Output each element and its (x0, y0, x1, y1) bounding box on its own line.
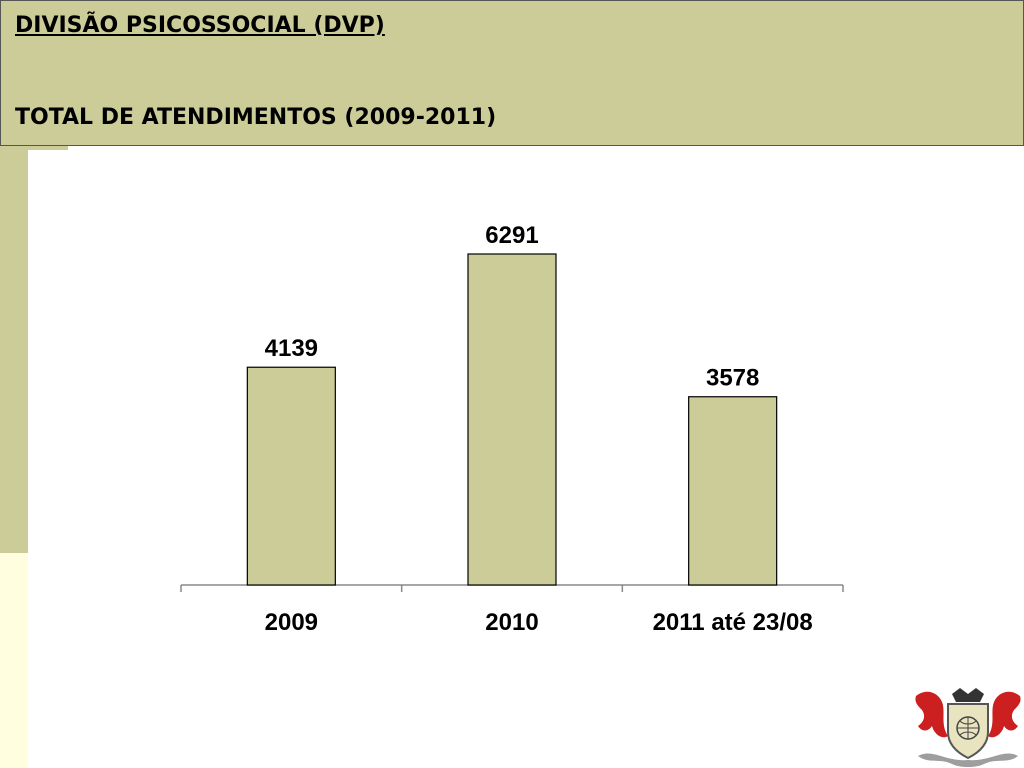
category-label-1: 2009 (265, 609, 318, 636)
left-strip-bottom (0, 553, 28, 768)
bar-2 (467, 253, 557, 586)
bar-3 (688, 396, 778, 586)
slide-subtitle: TOTAL DE ATENDIMENTOS (2009-2011) (15, 105, 497, 130)
left-strip-top (0, 140, 28, 553)
data-label-3: 3578 (706, 365, 759, 392)
bar-1 (246, 366, 336, 586)
data-label-1: 4139 (265, 335, 318, 362)
data-label-2: 6291 (485, 222, 538, 249)
category-label-3: 2011 até 23/08 (653, 609, 813, 636)
coat-of-arms-icon (915, 688, 1021, 767)
slide-header: DIVISÃO PSICOSSOCIAL (DVP) TOTAL DE ATEN… (0, 0, 1024, 146)
slide-title: DIVISÃO PSICOSSOCIAL (DVP) (15, 13, 385, 38)
category-label-2: 2010 (485, 609, 538, 636)
